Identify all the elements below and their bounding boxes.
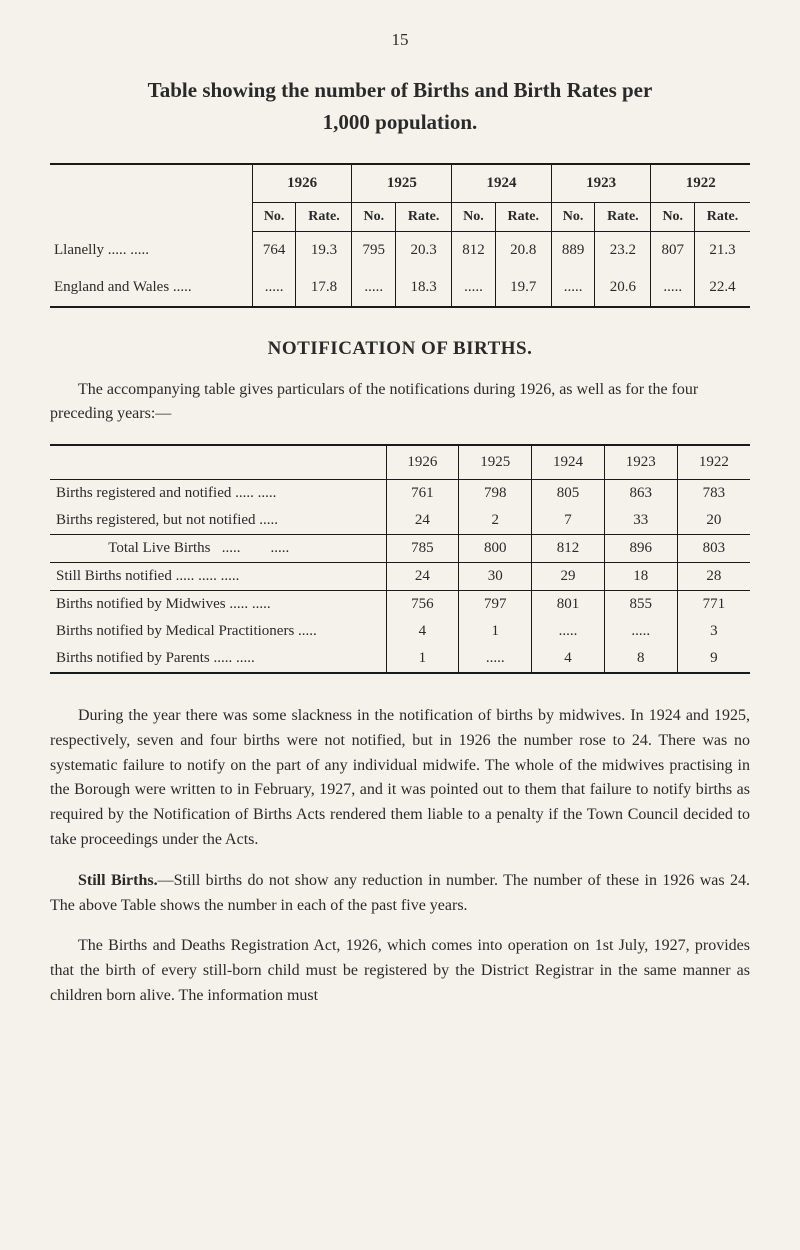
- t2-year: 1925: [459, 445, 532, 480]
- page-number: 15: [50, 30, 750, 50]
- cell: 4: [386, 618, 459, 645]
- cell: 855: [604, 591, 677, 619]
- cell: 805: [532, 480, 605, 508]
- row-llanelly: Llanelly ..... .....: [50, 232, 252, 270]
- cell: 812: [452, 232, 496, 270]
- main-title: Table showing the number of Births and B…: [50, 75, 750, 138]
- cell: 24: [386, 507, 459, 535]
- sub-no: No.: [252, 203, 296, 232]
- cell: 797: [459, 591, 532, 619]
- cell: .....: [651, 269, 695, 307]
- cell: .....: [604, 618, 677, 645]
- cell: 20.6: [595, 269, 651, 307]
- cell: 3: [677, 618, 750, 645]
- cell: 785: [386, 535, 459, 563]
- sub-rate: Rate.: [396, 203, 452, 232]
- sub-rate: Rate.: [296, 203, 352, 232]
- births-rates-table: 1926 1925 1924 1923 1922 No. Rate. No. R…: [50, 163, 750, 308]
- paragraph-3: The Births and Deaths Registration Act, …: [50, 934, 750, 1008]
- sub-rate: Rate.: [695, 203, 750, 232]
- cell: 7: [532, 507, 605, 535]
- cell: 800: [459, 535, 532, 563]
- t2-row-label: Births notified by Medical Practitioners…: [50, 618, 386, 645]
- sub-rate: Rate.: [595, 203, 651, 232]
- cell: 19.7: [495, 269, 551, 307]
- cell: 771: [677, 591, 750, 619]
- t2-year: 1922: [677, 445, 750, 480]
- year-1922: 1922: [651, 164, 750, 203]
- notification-table: 1926 1925 1924 1923 1922 Births register…: [50, 444, 750, 674]
- intro-paragraph: The accompanying table gives particulars…: [50, 378, 750, 426]
- table1-corner: [50, 164, 252, 232]
- cell: 4: [532, 645, 605, 673]
- cell: 17.8: [296, 269, 352, 307]
- cell: 1: [459, 618, 532, 645]
- cell: .....: [459, 645, 532, 673]
- row-england-wales: England and Wales .....: [50, 269, 252, 307]
- t2-row-label: Births notified by Parents ..... .....: [50, 645, 386, 673]
- cell: 28: [677, 563, 750, 591]
- cell: 20.3: [396, 232, 452, 270]
- year-1925: 1925: [352, 164, 452, 203]
- cell: 18: [604, 563, 677, 591]
- sub-no: No.: [352, 203, 396, 232]
- sub-no: No.: [651, 203, 695, 232]
- t2-row-label: Births registered, but not notified ....…: [50, 507, 386, 535]
- section-title: NOTIFICATION OF BIRTHS.: [50, 338, 750, 360]
- cell: 756: [386, 591, 459, 619]
- cell: 30: [459, 563, 532, 591]
- cell: .....: [551, 269, 595, 307]
- cell: 23.2: [595, 232, 651, 270]
- paragraph-1: During the year there was some slackness…: [50, 704, 750, 853]
- cell: .....: [252, 269, 296, 307]
- t2-row-label: Still Births notified ..... ..... .....: [50, 563, 386, 591]
- cell: .....: [452, 269, 496, 307]
- cell: 803: [677, 535, 750, 563]
- cell: 20: [677, 507, 750, 535]
- t2-row-label: Total Live Births ..... .....: [50, 535, 386, 563]
- cell: 896: [604, 535, 677, 563]
- t2-year: 1924: [532, 445, 605, 480]
- cell: .....: [352, 269, 396, 307]
- year-1923: 1923: [551, 164, 651, 203]
- t2-year: 1923: [604, 445, 677, 480]
- t2-row-label: Births registered and notified ..... ...…: [50, 480, 386, 508]
- t2-row-label: Births notified by Midwives ..... .....: [50, 591, 386, 619]
- cell: 24: [386, 563, 459, 591]
- cell: 33: [604, 507, 677, 535]
- sub-no: No.: [452, 203, 496, 232]
- cell: 783: [677, 480, 750, 508]
- year-1926: 1926: [252, 164, 352, 203]
- cell: 764: [252, 232, 296, 270]
- cell: 22.4: [695, 269, 750, 307]
- cell: 18.3: [396, 269, 452, 307]
- cell: 801: [532, 591, 605, 619]
- paragraph-2: Still Births.—Still births do not show a…: [50, 869, 750, 919]
- t2-corner: [50, 445, 386, 480]
- cell: .....: [532, 618, 605, 645]
- cell: 1: [386, 645, 459, 673]
- cell: 8: [604, 645, 677, 673]
- cell: 19.3: [296, 232, 352, 270]
- cell: 21.3: [695, 232, 750, 270]
- t2-year: 1926: [386, 445, 459, 480]
- cell: 798: [459, 480, 532, 508]
- cell: 795: [352, 232, 396, 270]
- cell: 863: [604, 480, 677, 508]
- cell: 812: [532, 535, 605, 563]
- title-line-1: Table showing the number of Births and B…: [148, 78, 653, 102]
- cell: 2: [459, 507, 532, 535]
- still-births-runin: Still Births.: [78, 872, 158, 889]
- cell: 807: [651, 232, 695, 270]
- title-line-2: 1,000 population.: [323, 110, 478, 134]
- cell: 761: [386, 480, 459, 508]
- cell: 20.8: [495, 232, 551, 270]
- sub-rate: Rate.: [495, 203, 551, 232]
- cell: 889: [551, 232, 595, 270]
- cell: 9: [677, 645, 750, 673]
- sub-no: No.: [551, 203, 595, 232]
- year-1924: 1924: [452, 164, 552, 203]
- cell: 29: [532, 563, 605, 591]
